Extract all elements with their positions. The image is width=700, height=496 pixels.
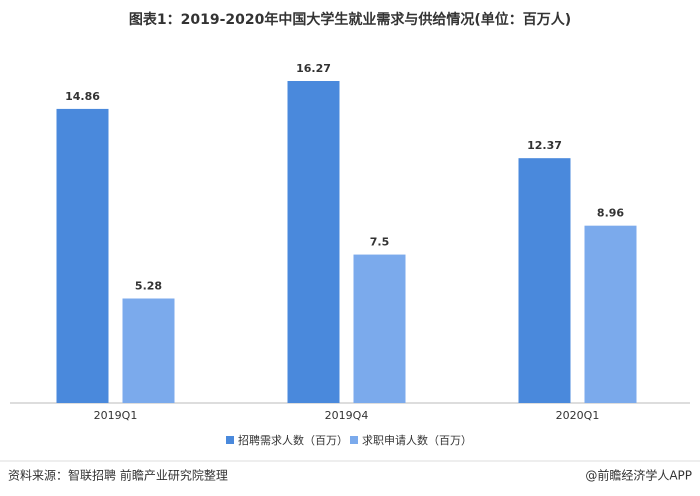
value-label: 14.86 — [65, 90, 100, 103]
footer: @前瞻经济学人APP — [585, 468, 692, 483]
x-tick-label: 2019Q4 — [325, 409, 369, 422]
value-label: 7.5 — [370, 236, 390, 249]
legend-swatch — [350, 436, 358, 444]
legend-label: 招聘需求人数（百万） — [238, 433, 348, 447]
bar — [353, 254, 406, 403]
value-label: 8.96 — [597, 207, 624, 220]
value-label: 12.37 — [527, 139, 562, 152]
bar — [584, 225, 637, 403]
value-label: 16.27 — [296, 62, 331, 75]
value-label: 5.28 — [135, 280, 162, 293]
source: 资料来源：智联招聘 前瞻产业研究院整理 — [8, 468, 228, 483]
chart-title: 图表1：2019-2020年中国大学生就业需求与供给情况(单位：百万人) — [129, 11, 571, 28]
bar — [287, 81, 340, 403]
x-tick-label: 2020Q1 — [556, 409, 600, 422]
bar — [122, 298, 175, 403]
x-tick-label: 2019Q1 — [94, 409, 138, 422]
bar — [518, 158, 571, 403]
legend-label: 求职申请人数（百万） — [362, 434, 472, 447]
bar — [56, 108, 109, 404]
legend-swatch — [226, 436, 234, 444]
